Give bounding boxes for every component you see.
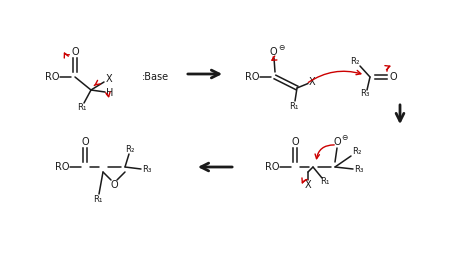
Text: R₁: R₁ — [320, 177, 330, 187]
Text: O: O — [389, 72, 397, 82]
Text: R₃: R₃ — [142, 166, 152, 174]
Text: X: X — [309, 77, 315, 87]
Text: R₂: R₂ — [352, 148, 362, 156]
Text: X: X — [106, 74, 112, 84]
Text: R₁: R₁ — [289, 101, 299, 111]
Text: RO: RO — [245, 72, 259, 82]
Text: R₂: R₂ — [350, 57, 360, 67]
Text: RO: RO — [55, 162, 69, 172]
Text: O: O — [269, 47, 277, 57]
Text: R₃: R₃ — [360, 90, 370, 99]
Text: R₂: R₂ — [125, 145, 135, 154]
Text: R₁: R₁ — [77, 103, 87, 112]
Text: RO: RO — [45, 72, 59, 82]
Text: O: O — [71, 47, 79, 57]
Text: H: H — [106, 88, 114, 98]
Text: X: X — [305, 180, 311, 190]
Text: O: O — [110, 180, 118, 190]
Text: O: O — [291, 137, 299, 147]
Text: :Base: :Base — [141, 72, 169, 82]
Text: R₃: R₃ — [354, 165, 364, 173]
Text: O: O — [81, 137, 89, 147]
Text: R₁: R₁ — [93, 194, 103, 204]
Text: ⊖: ⊖ — [278, 43, 285, 52]
Text: O: O — [333, 137, 341, 147]
Text: RO: RO — [265, 162, 279, 172]
Text: ⊖: ⊖ — [341, 134, 347, 143]
